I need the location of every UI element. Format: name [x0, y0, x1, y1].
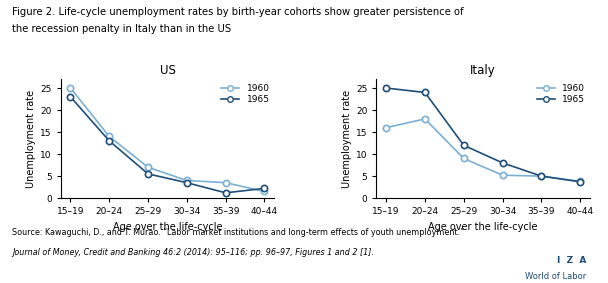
Text: Source: Kawaguchi, D., and T. Murao. “Labor market institutions and long-term ef: Source: Kawaguchi, D., and T. Murao. “La…	[12, 228, 465, 237]
Legend: 1960, 1965: 1960, 1965	[537, 84, 586, 104]
Title: Italy: Italy	[470, 64, 496, 77]
Y-axis label: Unemployment rate: Unemployment rate	[342, 90, 352, 188]
Y-axis label: Unemployment rate: Unemployment rate	[26, 90, 36, 188]
X-axis label: Age over the life-cycle: Age over the life-cycle	[429, 222, 538, 232]
Text: Figure 2. Life-cycle unemployment rates by birth-year cohorts show greater persi: Figure 2. Life-cycle unemployment rates …	[12, 7, 464, 17]
Text: Journal of Money, Credit and Banking 46:2 (2014): 95–116; pp. 96–97, Figures 1 a: Journal of Money, Credit and Banking 46:…	[12, 248, 374, 257]
Title: US: US	[159, 64, 175, 77]
Legend: 1960, 1965: 1960, 1965	[221, 84, 269, 104]
Text: I  Z  A: I Z A	[558, 256, 587, 265]
Text: World of Labor: World of Labor	[525, 272, 587, 281]
Text: the recession penalty in Italy than in the US: the recession penalty in Italy than in t…	[12, 24, 231, 34]
X-axis label: Age over the life-cycle: Age over the life-cycle	[112, 222, 222, 232]
